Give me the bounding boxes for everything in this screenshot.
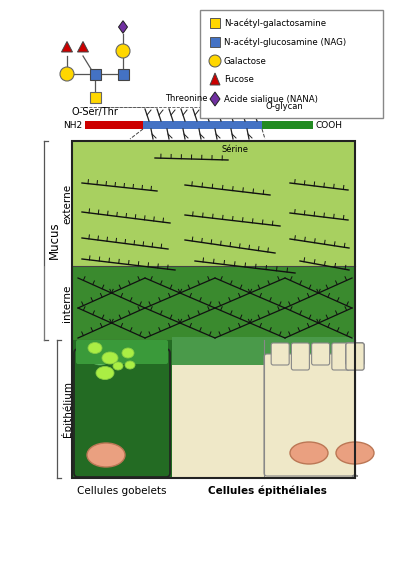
Bar [72,141,355,478]
Bar [118,69,129,80]
Text: Fucose: Fucose [224,76,254,84]
Bar [200,10,383,118]
Bar [90,69,101,80]
Polygon shape [77,41,88,52]
Bar [143,121,262,129]
Bar [72,141,355,266]
FancyBboxPatch shape [346,343,364,365]
FancyBboxPatch shape [76,340,168,364]
Bar [262,121,313,129]
Ellipse shape [336,442,374,464]
Circle shape [116,44,130,58]
Polygon shape [119,21,127,33]
Bar [210,37,220,47]
Text: N-acétyl-glucosamine (NAG): N-acétyl-glucosamine (NAG) [224,37,346,47]
Ellipse shape [122,348,134,358]
Text: COOH: COOH [316,120,343,129]
Text: Threonine: Threonine [165,94,208,103]
Text: NH2: NH2 [63,120,82,129]
FancyBboxPatch shape [74,349,170,477]
FancyBboxPatch shape [346,343,364,365]
Text: externe: externe [62,183,72,223]
Polygon shape [61,41,72,52]
Text: Galactose: Galactose [224,57,267,65]
FancyBboxPatch shape [346,343,364,370]
Ellipse shape [87,443,125,467]
FancyBboxPatch shape [346,343,364,370]
Bar [172,337,355,365]
Ellipse shape [96,367,114,379]
Text: Cellules épithéliales: Cellules épithéliales [208,486,327,496]
Ellipse shape [115,351,129,362]
Text: Épithélium: Épithélium [61,381,73,437]
Circle shape [60,67,74,81]
Bar [72,266,355,340]
Ellipse shape [90,351,110,365]
Text: N-acétyl-galactosamine: N-acétyl-galactosamine [224,18,326,28]
Polygon shape [210,92,220,106]
FancyBboxPatch shape [312,343,330,365]
Bar [172,340,355,478]
FancyBboxPatch shape [291,343,309,370]
FancyBboxPatch shape [352,354,358,476]
Text: O-Ser/Thr: O-Ser/Thr [72,107,118,117]
Text: Mucus: Mucus [48,222,61,260]
Text: Acide sialique (NANA): Acide sialique (NANA) [224,95,318,104]
FancyBboxPatch shape [271,343,289,365]
Text: Sérine: Sérine [222,145,249,154]
Ellipse shape [125,361,135,369]
Bar [210,18,220,28]
Bar [85,121,143,129]
FancyBboxPatch shape [264,354,355,476]
Polygon shape [210,73,220,85]
Text: O-glycan: O-glycan [265,102,303,111]
Ellipse shape [102,352,118,364]
Bar [72,340,172,478]
Bar [90,92,101,103]
Ellipse shape [290,442,328,464]
Ellipse shape [113,362,123,370]
Text: interne: interne [62,284,72,321]
FancyBboxPatch shape [332,343,350,370]
Ellipse shape [88,343,102,354]
Circle shape [209,55,221,67]
Text: Cellules gobelets: Cellules gobelets [77,486,167,496]
